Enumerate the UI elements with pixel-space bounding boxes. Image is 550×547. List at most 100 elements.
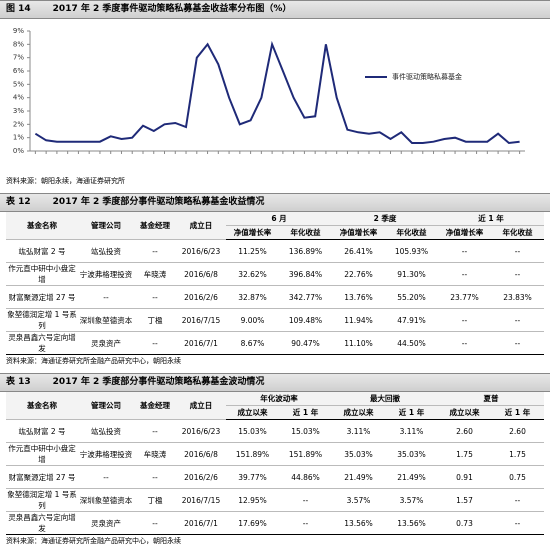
table-cell: 2016/7/15: [176, 488, 226, 512]
y-tick-label: 6%: [13, 67, 24, 75]
table-cell: --: [491, 239, 545, 263]
table-cell: 3.57%: [332, 488, 385, 512]
y-tick-label: 8%: [13, 40, 24, 48]
table-source: 资料来源：海通证券研究所金融产品研究中心，朝阳永续: [6, 537, 181, 545]
y-tick-label: 4%: [13, 94, 24, 102]
table-row: 竑弘财富 2 号竑弘投资 -- 2016/6/23 15.03% 15.03% 3.11%…: [6, 419, 544, 443]
table-cell: 2016/6/8: [176, 442, 226, 466]
table-cell: 宁波弗格理投资: [78, 442, 134, 466]
table-row: 作元直中研中小盘定增 宁波弗格理投资 牟晓涛 2016/6/8 151.89% 151.8…: [6, 442, 544, 466]
table-cell: 牟晓涛: [134, 262, 176, 286]
table-cell: 44.50%: [385, 331, 438, 355]
table-cell: 11.25%: [226, 239, 279, 263]
subcolumn-header: 近 1 年: [491, 405, 544, 420]
y-tick-label: 0%: [13, 147, 24, 155]
table-label: 表 13: [6, 377, 31, 387]
table-cell: 象堃德润定增 1 号系列: [6, 488, 78, 512]
chart: 0% 1% 2% 3% 4% 5% 6% 7% 8% 9% 事件驱动策略私募基金: [13, 27, 525, 155]
group-header: 2 季度: [332, 212, 438, 226]
column-header: 基金名称: [6, 392, 78, 420]
table-row: 作元直中研中小盘定增 宁波弗格理投资 牟晓涛 2016/6/8 32.62% 396.84…: [6, 262, 545, 286]
subcolumn-header: 成立以来: [226, 405, 279, 420]
table-cell: 15.03%: [279, 419, 332, 443]
table-row: 财富聚源定增 27 号 -- -- 2016/2/6 32.87% 342.77% 13.7…: [6, 285, 545, 309]
table-cell: 11.10%: [332, 331, 385, 355]
table-cell: --: [491, 488, 544, 512]
table-row: 竑弘财富 2 号竑弘投资 -- 2016/6/23 11.25% 136.89% 26.4…: [6, 239, 545, 263]
table-cell: --: [491, 308, 545, 332]
table-row: 象堃德润定增 1 号系列 深圳象堃德资本 丁楹 2016/7/15 9.00% 109.4…: [6, 308, 545, 332]
table-cell: 作元直中研中小盘定增: [6, 262, 78, 286]
table-cell: 151.89%: [279, 442, 332, 466]
table-cell: 灵泉资产: [78, 331, 134, 355]
table-source: 资料来源：海通证券研究所金融产品研究中心，朝阳永续: [6, 357, 181, 365]
table-cell: 竑弘财富 2 号: [6, 419, 78, 443]
table-cell: 财富聚源定增 27 号: [6, 465, 78, 489]
table-cell: 作元直中研中小盘定增: [6, 442, 78, 466]
table-row: 财富聚源定增 27 号 -- -- 2016/2/6 39.77% 44.86% 21.49…: [6, 465, 544, 489]
table-cell: --: [134, 285, 176, 309]
column-header: 基金名称: [6, 212, 78, 240]
table-cell: 2016/6/23: [176, 239, 226, 263]
table-cell: --: [279, 511, 332, 535]
table-label: 表 12: [6, 197, 31, 207]
table-row: 象堃德润定增 1 号系列 深圳象堃德资本 丁楹 2016/7/15 12.95% -- 3.…: [6, 488, 544, 512]
table-cell: --: [491, 262, 545, 286]
subcolumn-header: 净值增长率: [438, 225, 491, 240]
figure-source: 资料来源：朝阳永续，海通证券研究所: [6, 177, 125, 185]
y-tick-label: 7%: [13, 54, 24, 62]
y-tick-label: 5%: [13, 80, 24, 88]
table-cell: 竑弘投资: [78, 419, 134, 443]
table-cell: 26.41%: [332, 239, 385, 263]
column-header: 成立日: [176, 212, 226, 240]
subcolumn-header: 净值增长率: [226, 225, 279, 240]
table-cell: --: [134, 419, 176, 443]
table-cell: 2.60: [438, 419, 491, 443]
table-cell: 21.49%: [332, 465, 385, 489]
table-cell: 灵泉昌鑫六号定向增发: [6, 511, 78, 535]
subcolumn-header: 近 1 年: [385, 405, 438, 420]
table-cell: 财富聚源定增 27 号: [6, 285, 78, 309]
table-cell: 0.75: [491, 465, 544, 489]
subcolumn-header: 年化收益: [491, 225, 545, 240]
table-cell: 2016/6/23: [176, 419, 226, 443]
table-cell: 23.77%: [438, 285, 491, 309]
table-cell: 象堃德润定增 1 号系列: [6, 308, 78, 332]
figure-header: 图 14 2017 年 2 季度事件驱动策略私募基金收益率分布图（%）: [0, 0, 550, 19]
table-cell: 灵泉昌鑫六号定向增发: [6, 331, 78, 355]
table-cell: 13.56%: [332, 511, 385, 535]
subcolumn-header: 成立以来: [438, 405, 491, 420]
table-cell: 丁楹: [134, 488, 176, 512]
table-cell: 1.75: [438, 442, 491, 466]
table-cell: 9.00%: [226, 308, 279, 332]
table-cell: --: [438, 331, 491, 355]
table-header: 表 12 2017 年 2 季度部分事件驱动策略私募基金收益情况: [0, 193, 550, 212]
table-cell: 12.95%: [226, 488, 279, 512]
table-cell: --: [279, 488, 332, 512]
table-cell: --: [134, 465, 176, 489]
table-cell: 2016/7/1: [176, 511, 226, 535]
column-header: 成立日: [176, 392, 226, 420]
column-header: 基金经理: [134, 212, 176, 240]
table-cell: --: [438, 308, 491, 332]
table-cell: 2016/2/6: [176, 285, 226, 309]
subcolumn-header: 净值增长率: [332, 225, 385, 240]
table-cell: 灵泉资产: [78, 511, 134, 535]
header-row: 净值增长率 年化收益 净值增长率 年化收益 净值增长率 年化收益: [6, 225, 545, 240]
table-cell: 90.47%: [279, 331, 332, 355]
table-cell: 13.56%: [385, 511, 438, 535]
column-header: 管理公司: [78, 392, 134, 420]
table-title: 2017 年 2 季度部分事件驱动策略私募基金收益情况: [52, 197, 265, 207]
table-cell: 396.84%: [279, 262, 332, 286]
table-header: 表 13 2017 年 2 季度部分事件驱动策略私募基金波动情况: [0, 373, 550, 392]
table-cell: 151.89%: [226, 442, 279, 466]
table-cell: 0.91: [438, 465, 491, 489]
table-cell: 竑弘投资: [78, 239, 134, 263]
header-row: 基金名称 管理公司 基金经理 成立日 年化波动率 最大回撤 夏普: [6, 392, 544, 420]
column-header: 基金经理: [134, 392, 176, 420]
table-row: 灵泉昌鑫六号定向增发 灵泉资产 -- 2016/7/1 17.69% -- 13.56% 13…: [6, 511, 544, 535]
table-cell: 2016/6/8: [176, 262, 226, 286]
